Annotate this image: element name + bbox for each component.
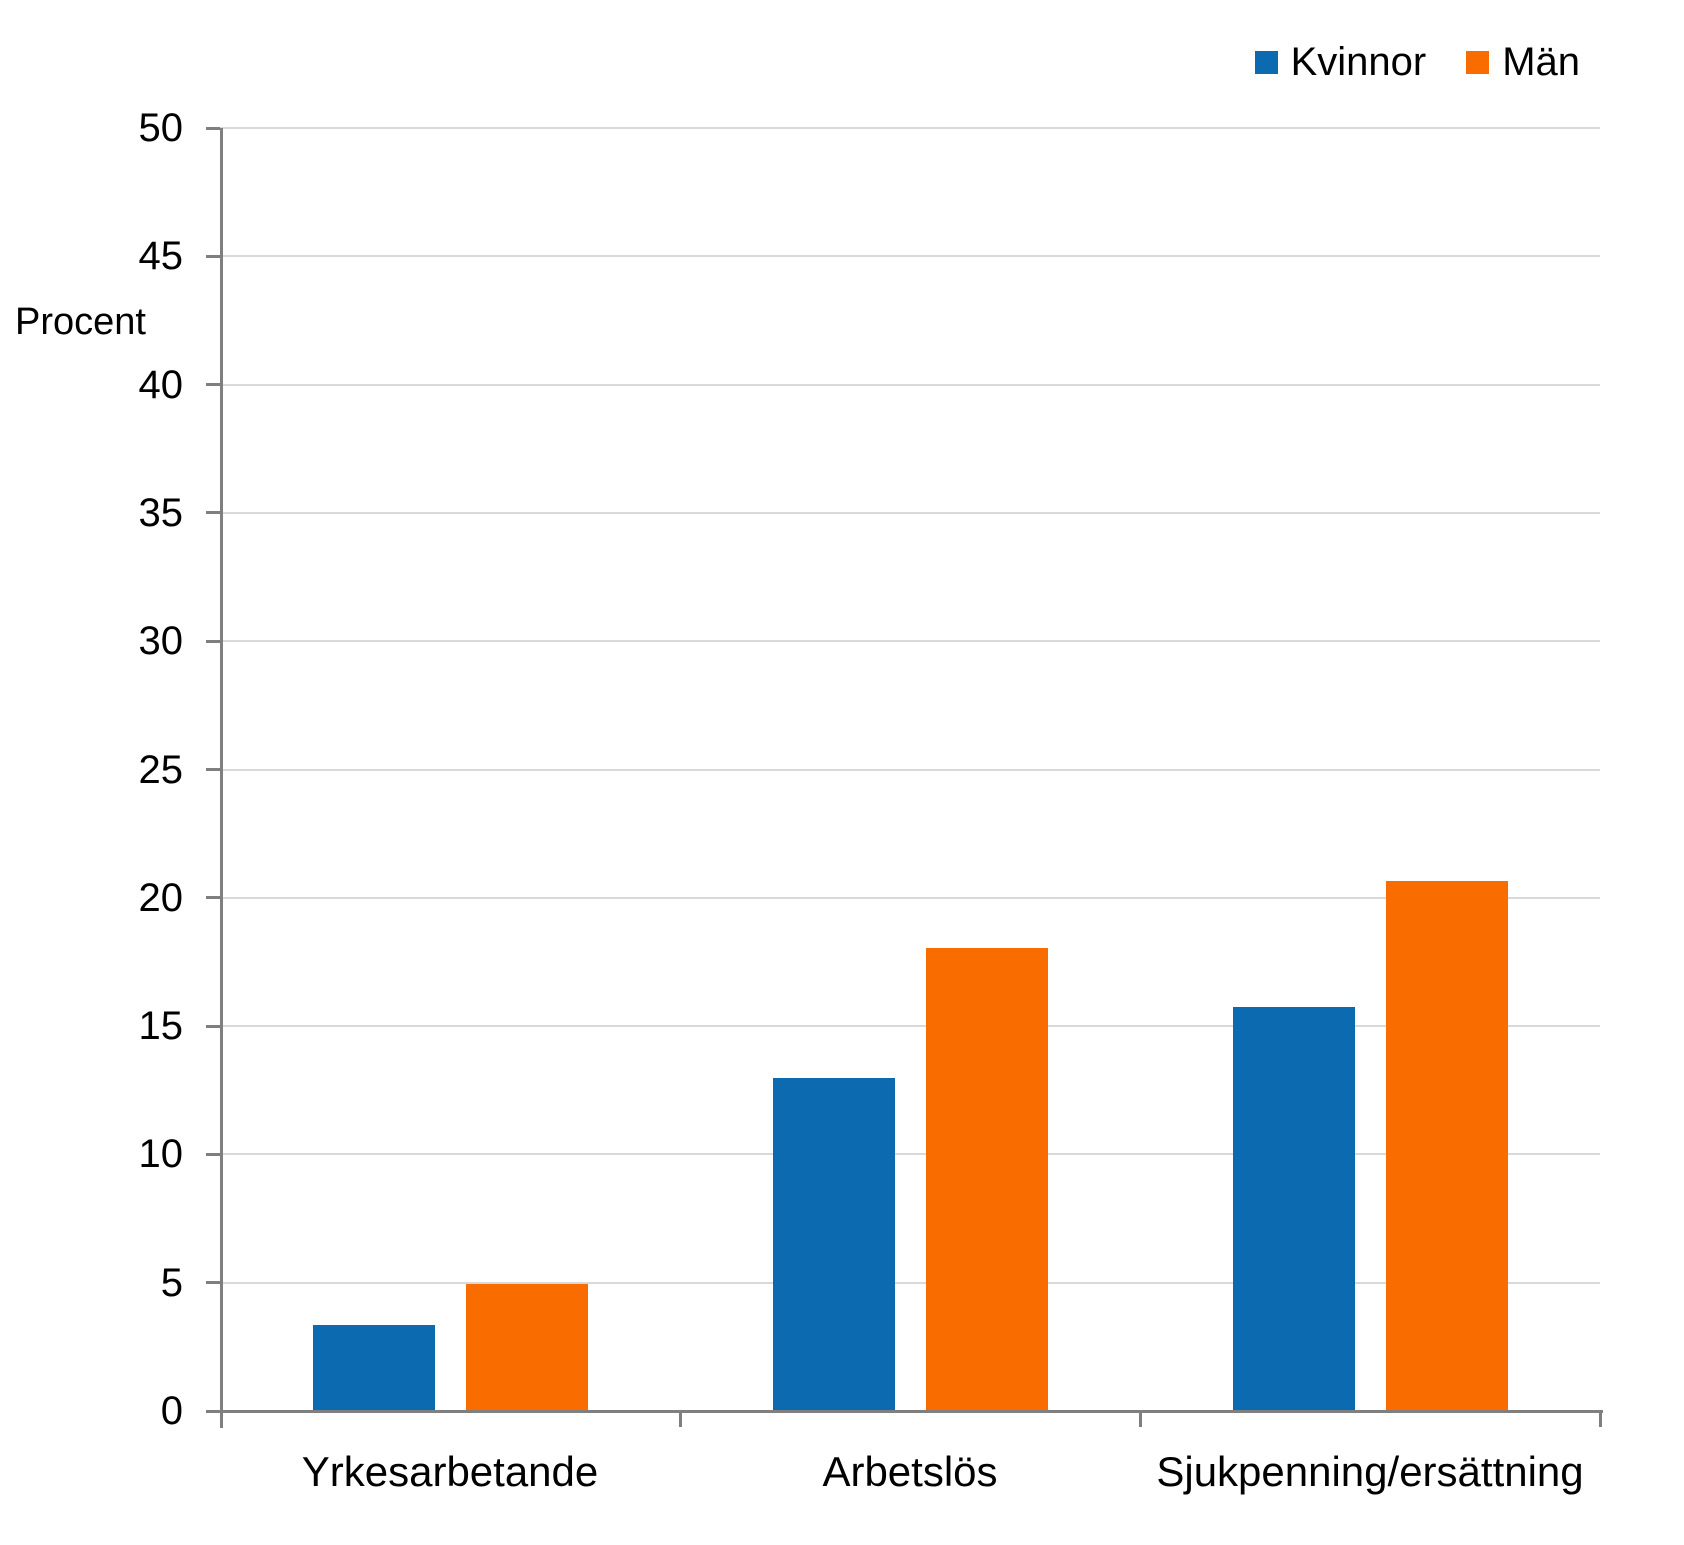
x-axis-label-sjukpenning-ersattning: Sjukpenning/ersättning xyxy=(1156,1448,1584,1495)
y-tick-35 xyxy=(206,511,220,515)
legend-label-man: Män xyxy=(1502,40,1580,84)
y-tick-label-25: 25 xyxy=(138,747,184,792)
x-axis-line xyxy=(220,1410,1603,1413)
y-tick-label-35: 35 xyxy=(138,490,184,535)
x-axis-label-yrkesarbetande: Yrkesarbetande xyxy=(301,1448,599,1495)
gridline-45 xyxy=(220,255,1600,258)
y-tick-45 xyxy=(206,254,220,258)
gridline-15 xyxy=(220,1025,1600,1028)
y-tick-label-45: 45 xyxy=(138,234,184,279)
y-tick-label-5: 5 xyxy=(160,1260,183,1305)
legend-swatch-man-icon xyxy=(1466,50,1490,74)
y-tick-5 xyxy=(206,1281,220,1285)
x-tick-1 xyxy=(678,1413,682,1427)
y-tick-label-0: 0 xyxy=(160,1389,183,1433)
legend-item-man: Män xyxy=(1466,38,1580,86)
gridline-20 xyxy=(220,896,1600,899)
legend-item-kvinnor: Kvinnor xyxy=(1254,38,1427,86)
bar-kvinnor-sjukpenning-ersattning xyxy=(1232,1006,1355,1412)
gridline-35 xyxy=(220,511,1600,514)
bar-man-yrkesarbetande xyxy=(465,1283,588,1412)
y-tick-15 xyxy=(206,1024,220,1028)
gridline-30 xyxy=(220,640,1600,643)
gridline-10 xyxy=(220,1153,1600,1156)
y-tick-label-15: 15 xyxy=(138,1004,184,1049)
y-tick-40 xyxy=(206,383,220,387)
y-tick-10 xyxy=(206,1152,220,1156)
y-tick-label-10: 10 xyxy=(138,1132,184,1177)
y-tick-label-30: 30 xyxy=(138,619,184,664)
bar-kvinnor-arbetslos xyxy=(772,1078,895,1412)
legend: Kvinnor Män xyxy=(1254,38,1580,86)
y-tick-0 xyxy=(206,1409,220,1413)
legend-swatch-kvinnor-icon xyxy=(1254,50,1278,74)
gridline-50 xyxy=(220,127,1600,129)
y-tick-25 xyxy=(206,768,220,771)
y-tick-50 xyxy=(206,126,220,130)
gridline-40 xyxy=(220,383,1600,386)
y-axis-title: Procent xyxy=(15,301,146,343)
y-axis-line xyxy=(220,128,223,1428)
y-tick-label-40: 40 xyxy=(138,362,184,407)
y-tick-20 xyxy=(206,896,220,900)
y-tick-label-20: 20 xyxy=(138,875,184,920)
gridline-25 xyxy=(220,768,1600,771)
bar-kvinnor-yrkesarbetande xyxy=(312,1324,435,1412)
y-tick-label-50: 50 xyxy=(138,106,184,150)
legend-label-kvinnor: Kvinnor xyxy=(1290,40,1427,84)
x-tick-3 xyxy=(1598,1413,1602,1427)
bar-man-sjukpenning-ersattning xyxy=(1385,880,1508,1412)
gridline-5 xyxy=(220,1281,1600,1284)
x-tick-2 xyxy=(1138,1413,1142,1427)
bar-man-arbetslos xyxy=(925,947,1048,1412)
y-tick-30 xyxy=(206,639,220,643)
x-axis-label-arbetslos: Arbetslös xyxy=(822,1448,998,1495)
